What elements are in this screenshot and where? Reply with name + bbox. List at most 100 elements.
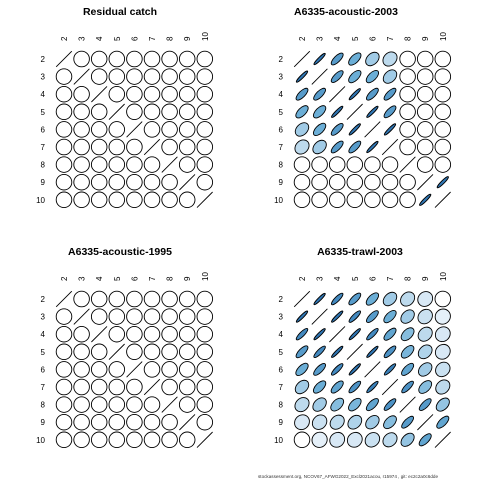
correlation-ellipse	[434, 156, 452, 173]
col-label: 3	[316, 276, 325, 281]
correlation-ellipse	[366, 310, 379, 323]
col-label: 4	[333, 276, 342, 281]
correlation-ellipse	[196, 121, 214, 138]
correlation-ellipse	[143, 325, 161, 343]
correlation-ellipse	[196, 173, 214, 191]
row-label: 9	[41, 418, 46, 427]
col-label: 2	[298, 36, 307, 41]
row-label: 2	[41, 295, 46, 304]
correlation-ellipse	[312, 139, 327, 155]
correlation-ellipse	[330, 52, 344, 66]
correlation-ellipse	[196, 50, 214, 68]
correlation-ellipse	[126, 343, 143, 361]
correlation-ellipse	[161, 431, 178, 449]
correlation-ellipse	[108, 121, 126, 138]
row-label: 3	[41, 313, 46, 322]
col-label: 8	[166, 276, 175, 281]
correlation-ellipse	[311, 431, 328, 448]
correlation-ellipse	[328, 156, 346, 173]
row-label: 7	[41, 383, 46, 392]
row-label: 8	[41, 161, 46, 170]
correlation-ellipse	[418, 362, 433, 377]
col-label: 9	[421, 276, 430, 281]
correlation-ellipse	[400, 291, 416, 307]
correlation-ellipse	[346, 156, 364, 173]
correlation-ellipse	[330, 363, 344, 376]
col-label: 7	[148, 36, 157, 41]
correlation-ellipse	[178, 156, 196, 173]
correlation-ellipse	[366, 380, 379, 394]
correlation-ellipse	[400, 309, 415, 324]
correlation-ellipse	[365, 69, 380, 84]
correlation-ellipse	[143, 85, 161, 103]
correlation-ellipse	[196, 156, 214, 173]
col-label: 3	[78, 36, 87, 41]
correlation-ellipse	[399, 121, 416, 138]
correlation-ellipse	[108, 431, 126, 449]
correlation-ellipse	[161, 361, 178, 378]
panel-title: A6335-acoustic-1995	[68, 246, 172, 258]
correlation-ellipse	[143, 103, 161, 121]
correlation-ellipse	[126, 103, 143, 121]
row-label: 4	[41, 90, 46, 99]
correlation-ellipse	[436, 415, 450, 429]
row-label: 4	[279, 330, 284, 339]
correlation-ellipse	[330, 123, 344, 136]
panel-title: A6335-trawl-2003	[317, 246, 403, 258]
correlation-ellipse	[434, 138, 452, 156]
row-label: 2	[279, 295, 284, 304]
correlation-ellipse	[400, 345, 415, 359]
correlation-ellipse	[346, 431, 363, 448]
correlation-ellipse	[293, 431, 311, 449]
correlation-ellipse	[311, 414, 328, 430]
correlation-ellipse	[348, 397, 362, 412]
correlation-ellipse	[90, 68, 108, 85]
diagonal-mark	[126, 121, 143, 138]
correlation-ellipse	[418, 398, 432, 411]
col-label: 6	[130, 36, 139, 41]
correlation-ellipse	[143, 361, 161, 378]
correlation-ellipse	[416, 50, 434, 68]
diagonal-mark	[293, 50, 311, 68]
correlation-ellipse	[348, 292, 362, 306]
correlation-ellipse	[126, 156, 143, 173]
correlation-ellipse	[90, 103, 108, 121]
correlation-ellipse	[90, 173, 108, 191]
correlation-ellipse	[434, 103, 452, 121]
col-label: 5	[351, 36, 360, 41]
correlation-ellipse	[90, 121, 108, 138]
diagonal-mark	[434, 431, 451, 448]
correlation-ellipse	[295, 70, 309, 83]
correlation-ellipse	[348, 123, 361, 136]
correlation-ellipse	[400, 327, 415, 342]
diagonal-mark	[143, 138, 161, 156]
correlation-ellipse	[178, 85, 196, 103]
row-label: 7	[41, 143, 46, 152]
row-label: 10	[36, 196, 45, 205]
col-label: 8	[404, 36, 413, 41]
row-label: 5	[279, 348, 284, 357]
correlation-ellipse	[417, 308, 433, 325]
correlation-ellipse	[366, 327, 379, 341]
correlation-ellipse	[401, 380, 414, 394]
correlation-ellipse	[178, 103, 196, 121]
correlation-ellipse	[161, 68, 178, 85]
panel-3: A6335-acoustic-1995 2 2 3 3 4 4 5 5 6 6 7 7 8 8 9 9 10 10	[36, 246, 214, 449]
correlation-ellipse	[293, 156, 311, 173]
correlation-ellipse	[108, 50, 126, 68]
row-label: 3	[41, 73, 46, 82]
correlation-ellipse	[196, 361, 214, 378]
correlation-ellipse	[90, 396, 108, 413]
correlation-ellipse	[143, 156, 161, 173]
correlation-ellipse	[108, 290, 126, 308]
correlation-ellipse	[161, 378, 178, 396]
correlation-ellipse	[311, 173, 328, 191]
row-label: 8	[41, 401, 46, 410]
correlation-ellipse	[126, 68, 143, 85]
correlation-ellipse	[383, 415, 397, 430]
diagonal-mark	[161, 396, 178, 413]
correlation-ellipse	[178, 361, 196, 378]
correlation-ellipse	[126, 173, 143, 191]
correlation-ellipse	[295, 345, 309, 359]
